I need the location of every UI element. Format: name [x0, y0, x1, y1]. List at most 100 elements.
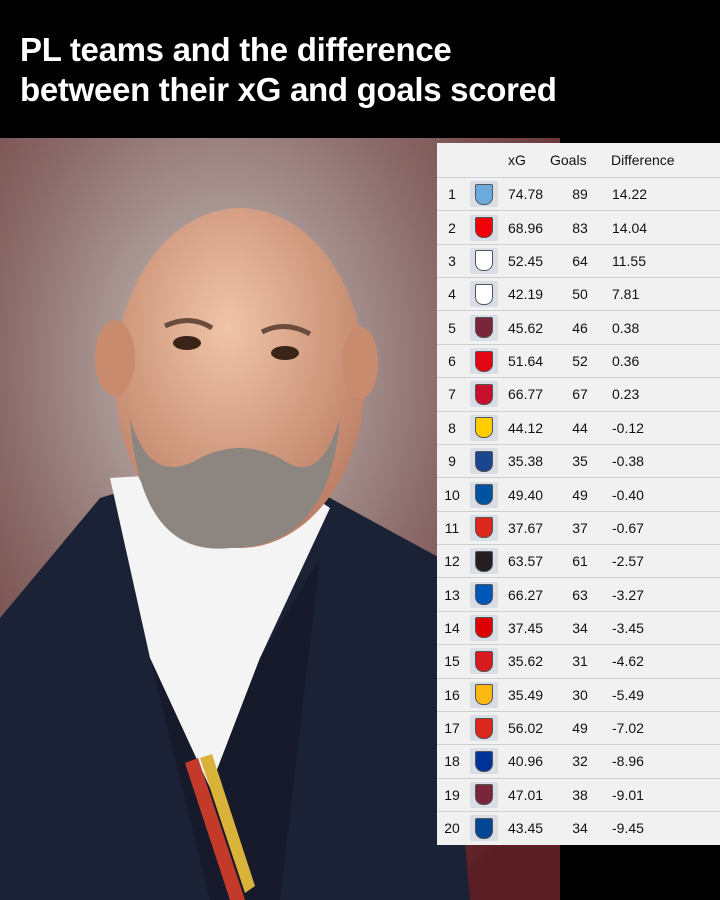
team-crest — [470, 715, 498, 742]
table-row: 18 40.96 32 -8.96 — [437, 744, 720, 777]
crest-icon — [475, 217, 493, 239]
crest-icon — [475, 417, 493, 439]
team-crest — [470, 247, 498, 274]
crest-icon — [475, 617, 493, 639]
table-row: 20 43.45 34 -9.45 — [437, 811, 720, 844]
title-line: PL teams and the difference — [20, 31, 452, 68]
table-row: 13 66.27 63 -3.27 — [437, 577, 720, 610]
table-row: 14 37.45 34 -3.45 — [437, 610, 720, 644]
team-crest — [470, 581, 498, 608]
title: PL teams and the difference between thei… — [20, 30, 557, 110]
table-row: 12 63.57 61 -2.57 — [437, 544, 720, 577]
difference: 11.55 — [612, 252, 646, 269]
header-row: xG Goals Difference — [437, 143, 720, 177]
table-row: 11 37.67 37 -0.67 — [437, 510, 720, 544]
xg: 35.49 — [508, 686, 544, 703]
xg: 49.40 — [508, 486, 544, 503]
table-row: 15 35.62 31 -4.62 — [437, 644, 720, 677]
table-row: 5 45.62 46 0.38 — [437, 310, 720, 343]
team-crest — [470, 348, 498, 375]
difference: 0.36 — [612, 353, 640, 370]
xg: 42.19 — [508, 286, 544, 303]
table-row: 7 66.77 67 0.23 — [437, 377, 720, 410]
crest-icon — [475, 350, 493, 372]
team-crest — [470, 748, 498, 775]
xg: 68.96 — [508, 219, 544, 236]
table-row: 8 44.12 44 -0.12 — [437, 410, 720, 444]
crest-icon — [475, 584, 493, 606]
crest-icon — [475, 684, 493, 706]
difference: -4.62 — [612, 653, 644, 670]
difference: -9.01 — [612, 786, 644, 803]
difference: -3.27 — [612, 586, 644, 603]
xg: 43.45 — [508, 820, 544, 837]
crest-icon — [475, 717, 493, 739]
title-line: between their xG and goals scored — [20, 71, 557, 108]
crest-icon — [475, 450, 493, 472]
crest-icon — [475, 484, 493, 505]
difference: 14.04 — [612, 219, 648, 236]
difference: -2.57 — [612, 553, 644, 570]
crest-icon — [475, 750, 493, 772]
team-crest — [470, 181, 498, 208]
crest-icon — [475, 317, 493, 339]
column-header: xG — [508, 152, 526, 168]
xg: 51.64 — [508, 353, 544, 370]
table-row: 1 74.78 89 14.22 — [437, 177, 720, 210]
xg: 66.27 — [508, 586, 544, 603]
difference: -8.96 — [612, 753, 644, 770]
team-crest — [470, 381, 498, 408]
table-row: 10 49.40 49 -0.40 — [437, 477, 720, 510]
table-row: 4 42.19 50 7.81 — [437, 277, 720, 310]
difference: 14.22 — [612, 186, 648, 203]
table-row: 17 56.02 49 -7.02 — [437, 710, 720, 744]
xg: 35.62 — [508, 653, 544, 670]
team-crest — [470, 414, 498, 441]
crest-icon — [475, 650, 493, 672]
xg: 37.45 — [508, 619, 544, 636]
difference: -0.67 — [612, 519, 644, 536]
difference: -0.12 — [612, 419, 644, 436]
difference: -3.45 — [612, 619, 644, 636]
difference: -9.45 — [612, 820, 644, 837]
crest-icon — [475, 250, 493, 272]
column-header: Goals — [550, 152, 587, 168]
xg: 52.45 — [508, 252, 544, 269]
difference: -5.49 — [612, 686, 644, 703]
xg: 63.57 — [508, 553, 544, 570]
team-crest — [470, 614, 498, 641]
xg: 74.78 — [508, 186, 544, 203]
xg: 35.38 — [508, 453, 544, 470]
crest-icon — [475, 550, 493, 572]
crest-icon — [475, 183, 493, 205]
difference: 0.23 — [612, 386, 640, 403]
team-crest — [470, 815, 498, 842]
xg: 56.02 — [508, 720, 544, 737]
crest-icon — [475, 383, 493, 405]
xg: 47.01 — [508, 786, 544, 803]
table-row: 6 51.64 52 0.36 — [437, 343, 720, 377]
xg: 66.77 — [508, 386, 544, 403]
column-header: Difference — [611, 152, 675, 168]
team-crest — [470, 448, 498, 475]
crest-icon — [475, 283, 493, 305]
difference: -0.38 — [612, 453, 644, 470]
crest-icon — [475, 517, 493, 539]
table-row: 19 47.01 38 -9.01 — [437, 777, 720, 811]
table-row: 2 68.96 83 14.04 — [437, 210, 720, 243]
crest-icon — [475, 784, 493, 806]
team-crest — [470, 781, 498, 808]
xg: 44.12 — [508, 419, 544, 436]
xg: 40.96 — [508, 753, 544, 770]
xg: 37.67 — [508, 519, 544, 536]
xg: 45.62 — [508, 319, 544, 336]
team-crest — [470, 214, 498, 241]
team-crest — [470, 481, 498, 508]
team-crest — [470, 514, 498, 541]
difference: -7.02 — [612, 720, 644, 737]
team-crest — [470, 648, 498, 675]
table-row: 3 52.45 64 11.55 — [437, 243, 720, 277]
table-row: 9 35.38 35 -0.38 — [437, 443, 720, 477]
team-crest — [470, 281, 498, 308]
